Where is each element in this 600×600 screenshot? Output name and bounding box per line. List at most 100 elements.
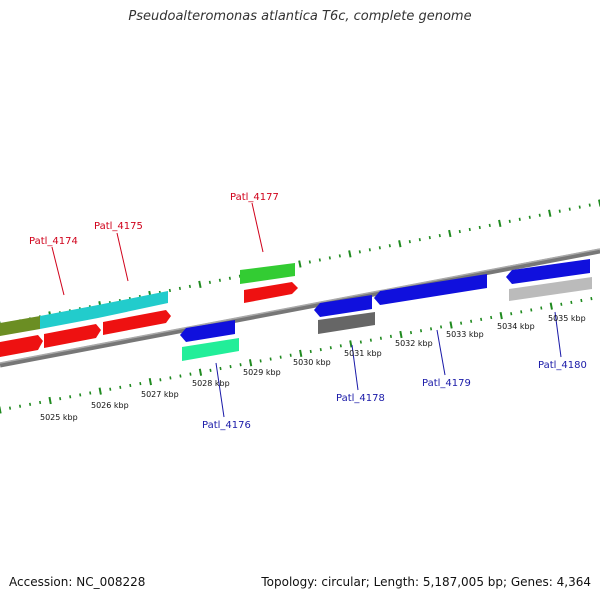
genome-summary-text: Topology: circular; Length: 5,187,005 bp… xyxy=(261,575,591,589)
major-tick xyxy=(398,240,402,248)
minor-tick xyxy=(388,244,391,248)
minor-tick xyxy=(369,338,372,342)
minor-tick xyxy=(429,327,433,331)
minor-tick xyxy=(228,276,231,280)
minor-tick xyxy=(389,334,392,338)
label-leader-lines xyxy=(51,202,562,418)
minor-tick xyxy=(540,306,543,310)
minor-tick xyxy=(439,325,443,329)
gene-arrow-blue[interactable] xyxy=(180,320,235,342)
genome-backbone xyxy=(0,248,600,368)
gene-label[interactable]: Patl_4174 xyxy=(29,236,78,247)
major-tick xyxy=(198,280,202,288)
major-tick xyxy=(349,340,353,348)
major-tick xyxy=(548,209,552,217)
minor-tick xyxy=(379,336,382,340)
minor-tick xyxy=(490,315,493,320)
minor-tick xyxy=(308,260,311,264)
gene-arrow-green[interactable] xyxy=(240,263,295,284)
gene-arrow-red[interactable] xyxy=(44,324,101,348)
gene-label[interactable]: Patl_4177 xyxy=(230,192,279,203)
kbp-label: 5033 kbp xyxy=(446,330,484,339)
minor-tick xyxy=(179,374,182,378)
minus-strand-genes xyxy=(180,259,592,361)
minor-tick xyxy=(359,340,362,344)
minor-tick xyxy=(8,406,12,410)
gene-arrow-blue[interactable] xyxy=(506,259,590,284)
major-tick xyxy=(549,302,553,310)
minor-tick xyxy=(530,308,533,312)
minor-tick xyxy=(580,298,583,303)
minor-tick xyxy=(109,387,112,391)
minor-tick xyxy=(570,300,573,305)
gene-arrow-blue[interactable] xyxy=(314,295,372,317)
gene-arrow-mint[interactable] xyxy=(182,338,239,361)
minor-tick xyxy=(59,397,62,401)
minor-tick xyxy=(338,254,341,258)
minor-tick xyxy=(458,229,461,234)
lower-tick-track xyxy=(0,296,593,414)
major-tick xyxy=(399,330,403,339)
major-tick xyxy=(499,311,503,320)
kbp-tick-labels: 5025 kbp 5026 kbp 5027 kbp 5028 kbp 5029… xyxy=(40,314,586,422)
minor-tick xyxy=(468,227,471,232)
minor-tick xyxy=(229,364,232,369)
minor-tick xyxy=(139,381,142,386)
minor-tick xyxy=(79,393,82,397)
minor-tick xyxy=(478,225,481,230)
kbp-label: 5025 kbp xyxy=(40,413,78,422)
minor-tick xyxy=(488,223,491,228)
kbp-label: 5035 kbp xyxy=(548,314,586,323)
minor-tick xyxy=(69,395,72,399)
major-tick xyxy=(298,260,302,268)
minor-tick xyxy=(460,321,463,325)
gene-arrow-gray[interactable] xyxy=(318,312,375,334)
minor-tick xyxy=(518,217,521,221)
gene-arrow-cyan[interactable] xyxy=(98,291,168,318)
gene-arrow-red[interactable] xyxy=(244,282,298,303)
gene-label[interactable]: Patl_4179 xyxy=(422,378,471,389)
major-tick xyxy=(448,229,452,238)
gene-arrow-lightgray[interactable] xyxy=(509,277,592,301)
gene-arrow-red[interactable] xyxy=(0,335,43,357)
minor-tick xyxy=(590,296,593,301)
gene-label[interactable]: Patl_4176 xyxy=(202,420,251,431)
gene-arrow-blue[interactable] xyxy=(374,274,487,305)
minor-tick xyxy=(189,372,192,376)
minor-tick xyxy=(438,233,441,238)
minor-tick xyxy=(169,376,172,380)
minor-tick xyxy=(358,250,361,254)
minor-tick xyxy=(328,256,331,260)
minor-tick xyxy=(588,203,591,207)
minor-tick xyxy=(209,368,212,372)
major-tick xyxy=(198,368,203,376)
gene-arrow-olive[interactable] xyxy=(0,316,40,336)
minor-tick xyxy=(318,258,321,262)
minor-tick xyxy=(219,366,222,371)
gene-label[interactable]: Patl_4175 xyxy=(94,221,143,232)
gene-arrow-red[interactable] xyxy=(103,310,171,335)
gene-arrow-cyan[interactable] xyxy=(40,305,98,329)
minor-tick xyxy=(289,353,292,357)
minor-tick xyxy=(418,238,421,242)
plus-strand-genes xyxy=(0,263,298,357)
minor-tick xyxy=(119,385,122,389)
major-tick xyxy=(498,219,502,228)
minor-tick xyxy=(178,286,182,291)
minor-tick xyxy=(560,302,563,306)
minor-tick xyxy=(520,310,523,314)
minor-tick xyxy=(578,205,581,209)
minor-tick xyxy=(409,330,413,335)
kbp-label: 5028 kbp xyxy=(192,379,230,388)
kbp-label: 5031 kbp xyxy=(344,349,382,358)
minor-tick xyxy=(168,288,172,293)
major-tick xyxy=(449,321,453,329)
minor-tick xyxy=(470,319,473,323)
gene-label[interactable]: Patl_4180 xyxy=(538,360,587,371)
minor-tick xyxy=(269,357,272,361)
gene-label[interactable]: Patl_4178 xyxy=(336,393,385,404)
minor-tick xyxy=(408,240,411,244)
minor-tick xyxy=(368,248,371,252)
major-tick xyxy=(48,396,52,405)
